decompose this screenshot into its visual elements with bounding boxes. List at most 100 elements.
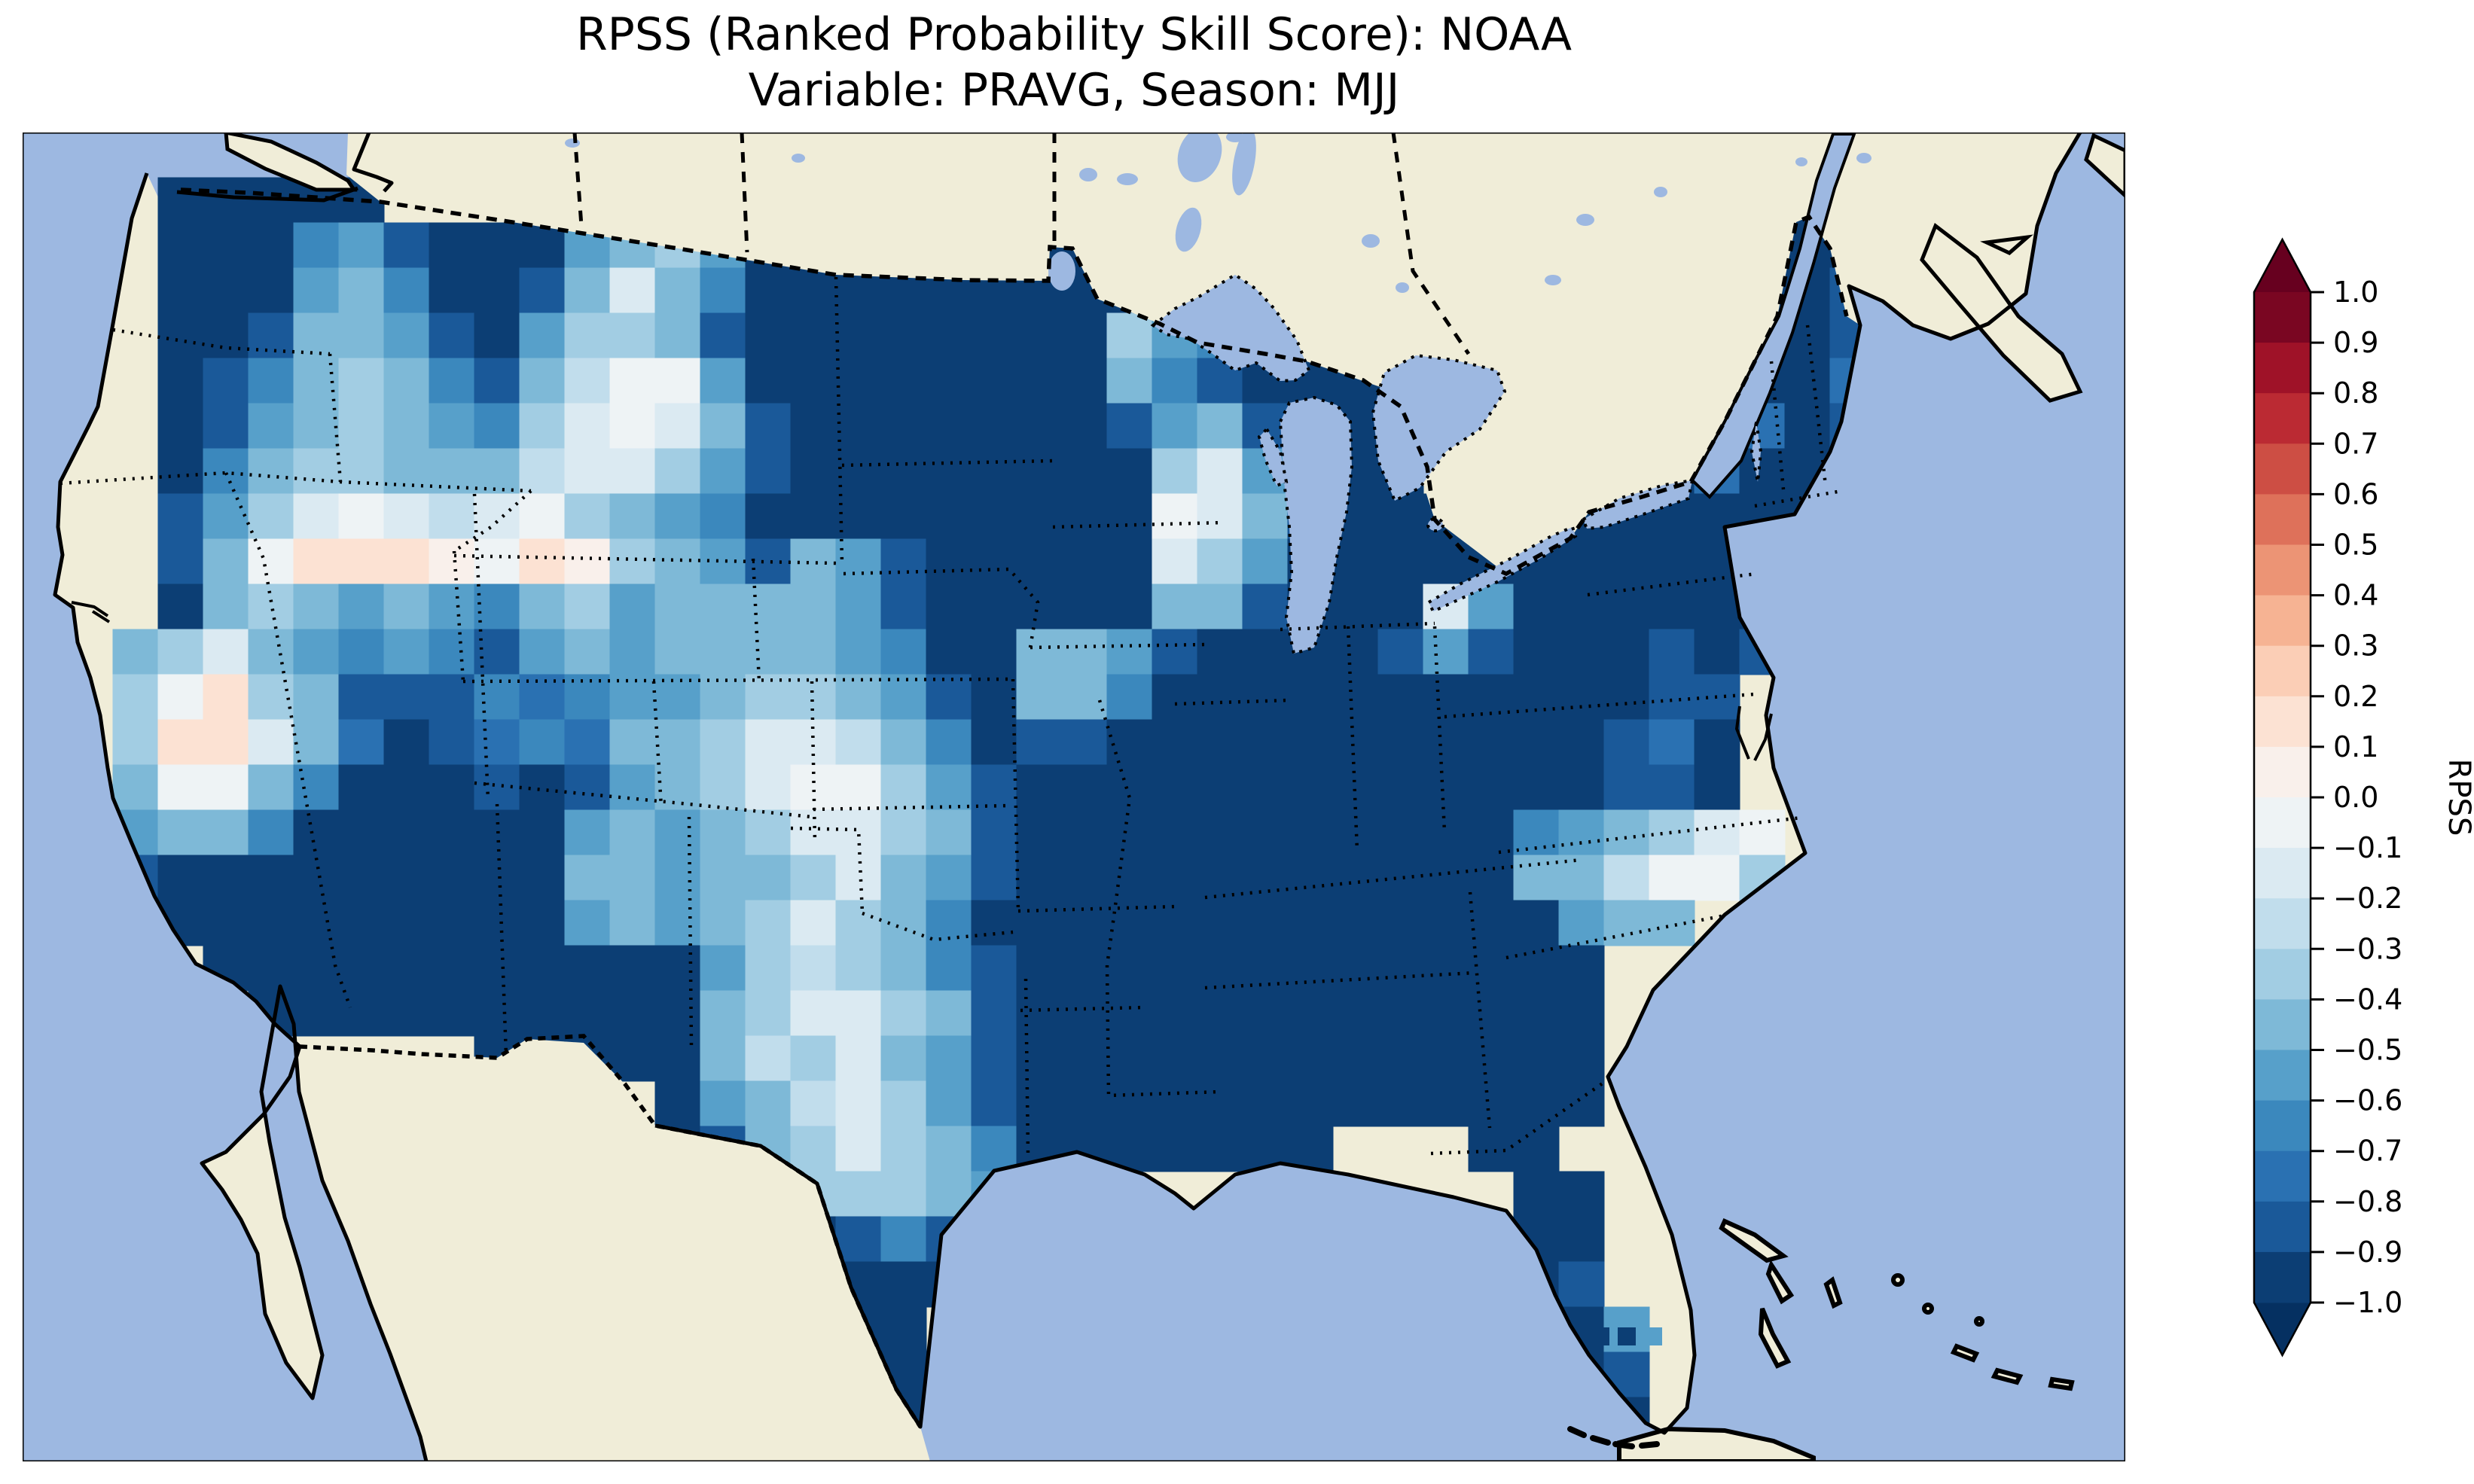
rpss-cell [519,584,566,630]
colorbar-tick-label: 0.7 [2333,427,2378,460]
rpss-cell [745,990,792,1037]
colorbar-segment [2254,999,2311,1050]
rpss-cell [1513,1080,1560,1127]
province-borders [572,133,1471,355]
bc-mainland [346,133,512,222]
rpss-cell [1332,629,1379,675]
rpss-cell [383,629,430,675]
rpss-cell [1152,809,1198,856]
rpss-cell [1242,1035,1289,1082]
rpss-cell [1558,764,1605,811]
rpss-cell [519,900,566,946]
rpss-cell [429,629,475,675]
rpss-cell [1106,674,1153,721]
lake-huron [1371,353,1507,503]
rpss-cell [745,945,792,992]
rpss-cell [1152,674,1198,721]
rpss-cell [1197,809,1243,856]
rpss-cell [1061,990,1108,1037]
rpss-cell [564,538,611,585]
rpss-cell [609,629,656,675]
rpss-cell [835,629,882,675]
rpss-cell [1197,900,1243,946]
rpss-cell [745,267,792,314]
rpss-cell [745,900,792,946]
colorbar-tick-label: 1.0 [2333,276,2378,309]
rpss-cell [1332,538,1379,585]
rpss-cell [1152,1035,1198,1082]
rpss-cell [1106,764,1153,811]
rpss-cell [564,629,611,675]
rpss-cell [1106,358,1153,404]
rpss-cell [203,177,249,224]
rpss-cell [1468,809,1515,856]
rpss-cell [745,403,792,449]
rpss-cell [1558,1080,1605,1127]
rpss-cell [1061,538,1108,585]
rpss-cell [745,584,792,630]
rpss-cell [654,674,701,721]
rpss-cell [835,1216,882,1263]
rpss-cell [790,538,837,585]
rpss-cell [474,764,520,811]
rpss-cell [1061,945,1108,992]
newfoundland-corner [2084,133,2125,199]
rpss-cell [700,403,746,449]
rpss-cell [112,674,159,721]
rpss-cell [1106,403,1153,449]
rpss-cell [926,990,972,1037]
rpss-cell [293,674,340,721]
rpss-cell [609,855,656,901]
rpss-cell [1197,855,1243,901]
rpss-cell [248,809,294,856]
rpss-cell [880,403,927,449]
rpss-cell [293,584,340,630]
rpss-cell [429,493,475,540]
rpss-cell [880,629,927,675]
rpss-cell [203,448,249,495]
rpss-cell [338,764,385,811]
rpss-cell [564,900,611,946]
rpss-cell [700,945,746,992]
rpss-cell [700,584,746,630]
rpss-cell [1603,674,1650,721]
rpss-cell [1061,764,1108,811]
rpss-cell [745,855,792,901]
rpss-cell [971,990,1017,1037]
rpss-cell [926,584,972,630]
rpss-cell [1377,538,1424,585]
rpss-cell [654,945,701,992]
rpss-cell [519,448,566,495]
rpss-cell [880,945,927,992]
rpss-cell [519,629,566,675]
rpss-cell [1377,1080,1424,1127]
rpss-cell [1558,945,1605,992]
rpss-cell [790,674,837,721]
rpss-cell [1242,900,1289,946]
rpss-cell [157,538,204,585]
rpss-cell [203,538,249,585]
rpss-extra-cells [1591,1327,1662,1345]
rpss-cell [293,719,340,766]
rpss-cell [654,1035,701,1082]
rpss-cell [1061,448,1108,495]
rpss-cell [248,403,294,449]
rpss-cell [1016,900,1063,946]
colorbar-segment [2254,1251,2311,1303]
rpss-cell [1468,764,1515,811]
rpss-cell [926,809,972,856]
rpss-cell [880,493,927,540]
rpss-cell [1558,1261,1605,1308]
rpss-cell [835,1035,882,1082]
rpss-cell [700,358,746,404]
rpss-cell [1332,855,1379,901]
colorbar-tick-label: −0.2 [2333,882,2402,915]
rpss-cell [1649,674,1695,721]
rpss-cell [1784,403,1831,449]
rpss-cell [248,674,294,721]
colorbar-segment [2254,1201,2311,1253]
rpss-cell [790,719,837,766]
rpss-cell [745,719,792,766]
rpss-cell [1287,1080,1334,1127]
